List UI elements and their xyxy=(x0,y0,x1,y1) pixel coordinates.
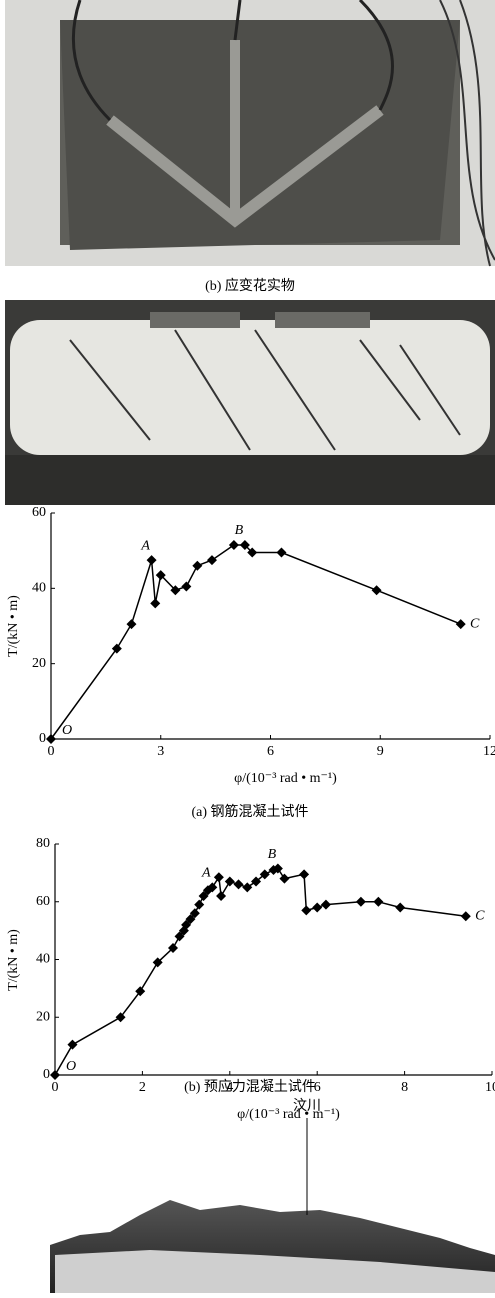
data-point xyxy=(299,869,310,880)
data-point xyxy=(355,896,366,907)
data-point xyxy=(181,581,192,592)
data-point xyxy=(67,1039,78,1050)
point-label: A xyxy=(201,866,211,881)
data-point xyxy=(50,1070,60,1080)
data-point xyxy=(301,905,312,916)
data-point xyxy=(192,560,203,571)
data-point xyxy=(155,570,166,581)
data-point xyxy=(167,942,178,953)
data-point xyxy=(395,902,406,913)
data-line xyxy=(50,544,461,740)
data-point xyxy=(247,547,258,558)
data-point xyxy=(111,643,122,654)
x-tick-label: 3 xyxy=(157,744,164,759)
data-point xyxy=(115,1012,126,1023)
data-point xyxy=(224,876,235,887)
data-point xyxy=(181,919,192,930)
x-tick-label: 2 xyxy=(139,1080,146,1095)
x-tick-label: 9 xyxy=(377,744,384,759)
data-point xyxy=(126,619,137,630)
data-point xyxy=(228,540,239,551)
data-point xyxy=(174,931,185,942)
data-point xyxy=(216,890,227,901)
data-point xyxy=(371,585,382,596)
data-point xyxy=(259,869,270,880)
data-point xyxy=(251,876,262,887)
y-tick-label: 20 xyxy=(32,656,46,671)
point-label: C xyxy=(475,908,485,923)
data-point xyxy=(150,598,161,609)
y-tick-label: 80 xyxy=(36,836,50,851)
data-point xyxy=(194,899,205,910)
data-point xyxy=(170,585,181,596)
photo-cylinder xyxy=(5,300,495,505)
x-axis-label: φ/(10⁻³ rad • m⁻¹) xyxy=(237,1107,340,1122)
y-tick-label: 40 xyxy=(36,952,50,967)
chart: 0 20 40 60 80 0 2 4 6 8 10 T/(kN • m) φ/(10⁻³ rad • … xyxy=(6,836,495,1122)
chart: 0 20 40 60 0 3 6 9 12 T/(kN • m) φ/(10⁻³ rad • m⁻¹… xyxy=(6,505,495,786)
point-label: B xyxy=(268,847,277,862)
data-point xyxy=(213,872,224,883)
data-point xyxy=(242,882,253,893)
caption: (b) 应变花实物 xyxy=(205,277,295,294)
x-axis-label: φ/(10⁻³ rad • m⁻¹) xyxy=(234,771,337,786)
terrain-label: 汶川 xyxy=(293,1097,321,1114)
x-tick-label: 6 xyxy=(314,1080,321,1095)
point-label: O xyxy=(66,1059,76,1074)
data-point xyxy=(239,540,250,551)
data-point xyxy=(206,555,217,566)
caption: (a) 钢筋混凝土试件 xyxy=(191,803,308,820)
data-point xyxy=(279,873,290,884)
y-tick-label: 60 xyxy=(32,505,46,520)
y-axis-label: T/(kN • m) xyxy=(6,595,21,657)
data-point xyxy=(373,896,384,907)
x-tick-label: 0 xyxy=(52,1080,59,1095)
data-point xyxy=(207,882,218,893)
data-point xyxy=(135,986,146,997)
data-point xyxy=(460,911,471,922)
data-point xyxy=(320,899,331,910)
x-tick-label: 12 xyxy=(483,744,495,759)
y-tick-label: 0 xyxy=(39,731,46,746)
x-tick-label: 0 xyxy=(48,744,55,759)
data-point xyxy=(198,890,209,901)
point-label: B xyxy=(235,523,244,538)
data-point xyxy=(185,914,196,925)
x-tick-label: 8 xyxy=(401,1080,408,1095)
x-tick-label: 10 xyxy=(485,1080,495,1095)
data-point xyxy=(455,619,466,630)
data-point xyxy=(312,902,323,913)
data-point xyxy=(276,547,287,558)
data-point xyxy=(152,957,163,968)
y-tick-label: 60 xyxy=(36,894,50,909)
y-axis-label: T/(kN • m) xyxy=(6,929,21,991)
data-point xyxy=(46,734,56,744)
x-tick-label: 6 xyxy=(267,744,274,759)
y-tick-label: 0 xyxy=(43,1067,50,1082)
data-line xyxy=(54,867,466,1076)
data-point xyxy=(189,908,200,919)
y-tick-label: 20 xyxy=(36,1009,50,1024)
point-label: A xyxy=(140,538,150,553)
data-point xyxy=(272,863,283,874)
caption: (b) 预应力混凝土试件 xyxy=(184,1078,316,1095)
data-point xyxy=(146,555,157,566)
photo-strain-rosette xyxy=(5,0,495,267)
x-tick-label: 4 xyxy=(226,1080,233,1095)
y-tick-label: 40 xyxy=(32,581,46,596)
point-label: O xyxy=(62,723,72,738)
point-label: C xyxy=(470,616,480,631)
data-point xyxy=(233,879,244,890)
terrain-image xyxy=(50,1118,495,1293)
